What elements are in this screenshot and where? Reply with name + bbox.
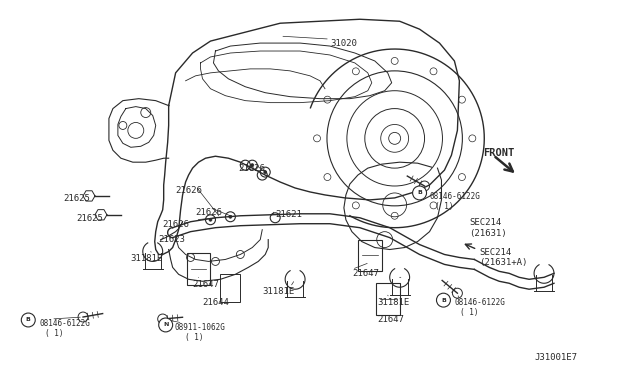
Bar xyxy=(220,274,241,302)
Text: N: N xyxy=(163,323,168,327)
Text: 21625: 21625 xyxy=(63,194,90,203)
Text: J31001E7: J31001E7 xyxy=(534,353,577,362)
Text: B: B xyxy=(26,317,31,323)
Circle shape xyxy=(436,293,451,307)
Bar xyxy=(376,283,399,315)
Text: 21647: 21647 xyxy=(352,269,379,278)
Text: 31181E: 31181E xyxy=(378,298,410,307)
Text: ( 1): ( 1) xyxy=(45,329,64,338)
Text: 31181E: 31181E xyxy=(131,254,163,263)
Circle shape xyxy=(229,215,232,218)
Bar xyxy=(187,253,211,285)
Text: 08146-6122G: 08146-6122G xyxy=(39,319,90,328)
Text: B: B xyxy=(417,190,422,195)
Text: SEC214: SEC214 xyxy=(479,247,511,257)
Circle shape xyxy=(264,171,267,174)
Text: 08146-6122G: 08146-6122G xyxy=(454,298,506,307)
Circle shape xyxy=(159,318,173,332)
Text: 21621: 21621 xyxy=(275,210,302,219)
Circle shape xyxy=(209,218,212,221)
Bar xyxy=(358,240,381,271)
Text: ( 1): ( 1) xyxy=(460,308,479,317)
Circle shape xyxy=(251,164,254,167)
Text: B: B xyxy=(441,298,446,303)
Text: (21631): (21631) xyxy=(469,229,507,238)
Text: 21626: 21626 xyxy=(175,186,202,195)
Text: 21623: 21623 xyxy=(159,235,186,244)
Text: 21626: 21626 xyxy=(163,220,189,229)
Text: (21631+A): (21631+A) xyxy=(479,259,528,267)
Text: 21625: 21625 xyxy=(76,214,103,223)
Text: 21644: 21644 xyxy=(202,298,229,307)
Text: 08146-6122G: 08146-6122G xyxy=(429,192,481,201)
Text: FRONT: FRONT xyxy=(483,148,515,158)
Text: 21647: 21647 xyxy=(378,315,404,324)
Text: 08911-1062G: 08911-1062G xyxy=(175,323,225,332)
Text: 31020: 31020 xyxy=(330,39,357,48)
Text: ( 1): ( 1) xyxy=(435,202,453,211)
Text: 31181E: 31181E xyxy=(262,287,294,296)
Text: ( 1): ( 1) xyxy=(184,333,203,342)
Text: 21647: 21647 xyxy=(193,280,220,289)
Text: 21626: 21626 xyxy=(238,164,265,173)
Circle shape xyxy=(21,313,35,327)
Text: SEC214: SEC214 xyxy=(469,218,502,227)
Text: 21626: 21626 xyxy=(196,208,223,217)
Circle shape xyxy=(413,186,426,200)
